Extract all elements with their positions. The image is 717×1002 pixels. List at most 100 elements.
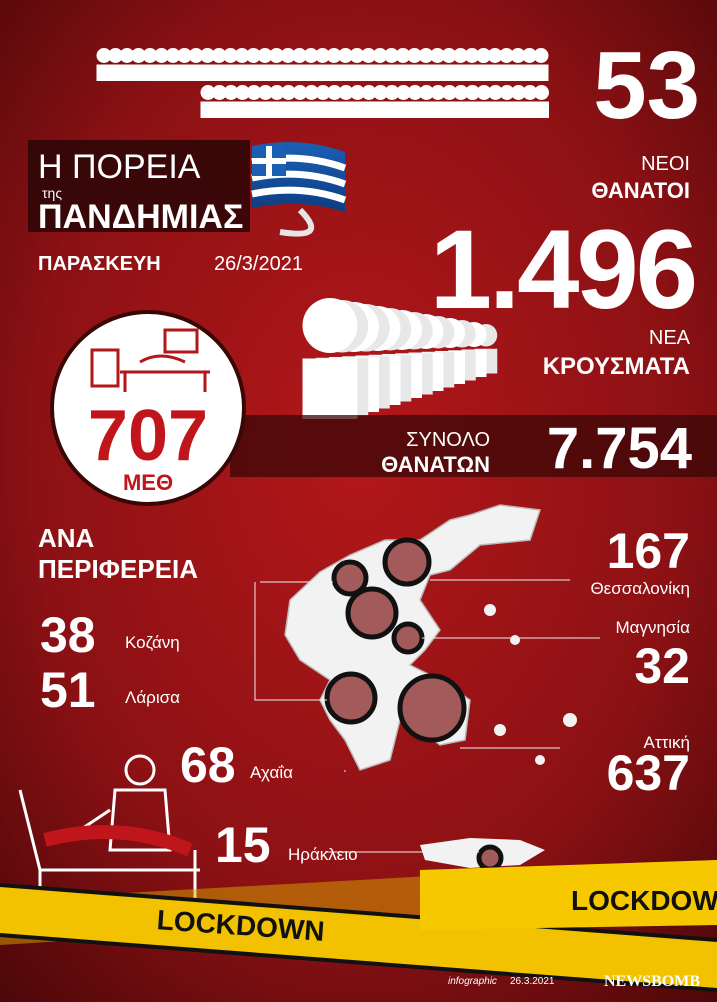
person-icon	[234, 48, 250, 81]
total-deaths-value: 7.754	[547, 416, 692, 481]
person-icon	[453, 48, 468, 81]
person-icon	[223, 85, 239, 118]
new-cases-label2: ΚΡΟΥΣΜΑΤΑ	[543, 353, 690, 380]
date-label: ΠΑΡΑΣΚΕΥΗ	[38, 253, 161, 275]
person-icon	[269, 85, 285, 118]
person-icon	[384, 48, 399, 81]
person-icon	[419, 85, 434, 118]
regions-title2: ΠΕΡΙΦΕΡΕΙΑ	[38, 554, 198, 584]
region-name: Μαγνησία	[615, 618, 690, 637]
person-icon	[407, 48, 422, 81]
person-icon	[488, 85, 504, 118]
footer-credit: infographic	[448, 976, 497, 987]
title-line3: ΠΑΝΔΗΜΙΑΣ	[38, 198, 243, 236]
person-icon	[372, 48, 388, 81]
icu-label: ΜΕΘ	[123, 470, 173, 495]
person-icon	[476, 85, 492, 118]
person-icon	[200, 48, 215, 81]
person-icon	[211, 48, 227, 81]
person-icon	[522, 48, 537, 81]
icu-icon	[90, 328, 210, 392]
person-icon	[246, 48, 261, 81]
region-name: Θεσσαλονίκη	[590, 579, 690, 598]
footer-date: 26.3.2021	[510, 976, 555, 987]
person-icon	[315, 85, 331, 118]
person-icon	[315, 48, 330, 81]
region-value: 32	[634, 638, 690, 694]
person-icon	[292, 85, 308, 118]
person-icon	[96, 48, 112, 81]
person-icon	[396, 85, 411, 118]
new-cases-value: 1.496	[430, 207, 695, 332]
person-icon	[327, 85, 342, 118]
person-icon	[522, 85, 538, 118]
person-icon	[453, 85, 469, 118]
person-icon	[430, 48, 445, 81]
region-value: 38	[40, 607, 96, 663]
person-icon	[281, 85, 296, 118]
region-name: Κοζάνη	[125, 633, 180, 652]
person-icon	[304, 85, 319, 118]
new-deaths-label1: ΝΕΟΙ	[641, 153, 690, 175]
person-icon	[269, 48, 284, 81]
person-icon	[499, 48, 515, 81]
person-icon	[418, 48, 434, 81]
person-icon	[303, 48, 319, 81]
person-icon	[384, 85, 400, 118]
flag	[251, 142, 347, 237]
person-icon	[223, 48, 238, 81]
person-icon	[280, 48, 296, 81]
person-icon	[258, 85, 273, 118]
person-icon	[246, 85, 262, 118]
person-icon	[430, 85, 446, 118]
new-deaths-label2: ΘΑΝΑΤΟΙ	[591, 178, 690, 203]
person-icon	[188, 48, 204, 81]
person-icon	[476, 47, 492, 81]
person-icon	[131, 48, 146, 81]
person-icon	[165, 48, 181, 81]
person-icon	[142, 48, 158, 81]
person-icon	[533, 48, 549, 81]
total-deaths-label2: ΘΑΝΑΤΩΝ	[381, 452, 490, 477]
person-icon	[235, 85, 250, 118]
person-icon	[395, 48, 411, 81]
region-value: 68	[180, 737, 236, 793]
person-icon	[349, 48, 365, 81]
person-icon	[177, 48, 192, 81]
total-deaths-label1: ΣΥΝΟΛΟ	[406, 429, 490, 451]
person-icon	[200, 85, 216, 118]
title-line2: της	[42, 185, 62, 201]
person-icon	[361, 85, 377, 118]
region-value: 51	[40, 662, 96, 718]
new-cases-label1: ΝΕΑ	[649, 327, 691, 349]
queue-icons	[302, 297, 498, 419]
person-icon	[154, 48, 169, 81]
person-icon	[487, 48, 503, 81]
region-name: Λάρισα	[125, 688, 180, 707]
title-box	[28, 140, 250, 232]
person-icon	[108, 48, 123, 81]
region-value: 15	[215, 817, 271, 873]
person-icon	[373, 85, 388, 118]
total-band	[230, 415, 717, 477]
region-name: Ηράκλειο	[288, 845, 358, 864]
person-icon	[361, 48, 376, 81]
person-icon	[257, 48, 273, 81]
person-icon	[441, 48, 457, 81]
person-icon	[511, 85, 526, 118]
person-icon	[326, 48, 342, 81]
person-icon	[464, 48, 480, 81]
person-icon	[338, 48, 353, 81]
region-value: 637	[607, 745, 690, 801]
person-icon	[499, 85, 515, 118]
person-icon	[350, 85, 365, 118]
person-icon	[534, 85, 550, 118]
region-name: Αττική	[643, 733, 690, 752]
person-icon	[338, 85, 354, 118]
person-icon	[510, 48, 526, 81]
icu-circle	[50, 310, 246, 506]
title-line1: Η ΠΟΡΕΙΑ	[38, 148, 201, 186]
people-icons	[96, 47, 550, 118]
